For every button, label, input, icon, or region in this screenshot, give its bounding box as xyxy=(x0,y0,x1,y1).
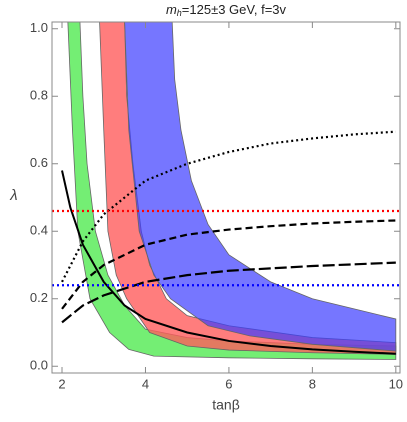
x-tick-label: 8 xyxy=(309,376,316,391)
y-tick-label: 0.6 xyxy=(30,155,48,170)
x-tick-label: 6 xyxy=(225,376,232,391)
curve xyxy=(61,170,396,355)
curve xyxy=(61,219,396,310)
y-tick-label: 0.8 xyxy=(30,88,48,103)
y-tick-label: 1.0 xyxy=(30,20,48,35)
curve xyxy=(61,130,396,283)
title-text: =125±3 GeV, f=3v xyxy=(182,2,287,17)
y-axis-label: λ xyxy=(9,187,17,204)
x-tick-label: 4 xyxy=(142,376,149,391)
plot-area xyxy=(52,22,400,360)
title-subscript: h xyxy=(177,8,182,18)
curve xyxy=(61,261,396,324)
chart-title: mh=125±3 GeV, f=3v xyxy=(166,2,287,18)
x-tick-label: 2 xyxy=(58,376,65,391)
frame xyxy=(51,21,401,374)
x-tick-label: 10 xyxy=(389,376,403,391)
y-tick-label: 0.2 xyxy=(30,290,48,305)
x-axis-label: tanβ xyxy=(212,397,240,413)
y-tick-label: 0.0 xyxy=(30,358,48,373)
title-symbol: m xyxy=(166,2,177,17)
y-tick-label: 0.4 xyxy=(30,223,48,238)
